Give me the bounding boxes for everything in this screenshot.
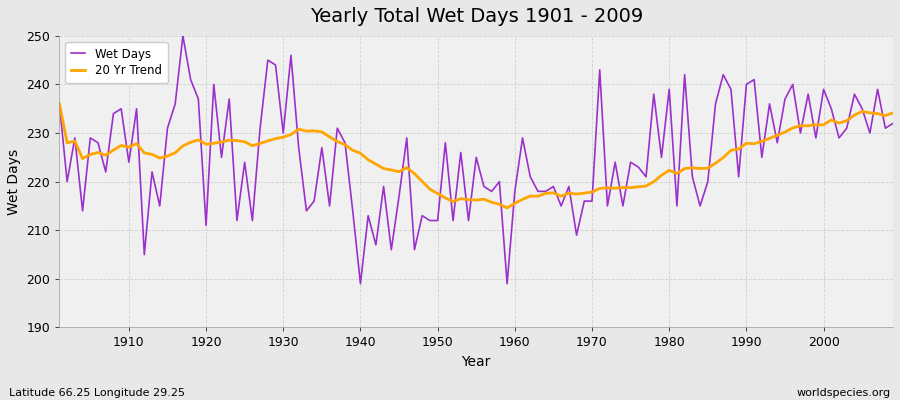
20 Yr Trend: [501, 206, 512, 210]
Wet Days: [518, 136, 528, 140]
20 Yr Trend: [518, 197, 528, 202]
Wet Days: [525, 174, 535, 179]
Y-axis label: Wet Days: Wet Days: [7, 148, 21, 215]
Wet Days: [887, 121, 898, 126]
Wet Days: [355, 281, 365, 286]
Line: Wet Days: Wet Days: [59, 36, 893, 284]
20 Yr Trend: [509, 201, 520, 206]
Title: Yearly Total Wet Days 1901 - 2009: Yearly Total Wet Days 1901 - 2009: [310, 7, 643, 26]
Wet Days: [293, 145, 304, 150]
20 Yr Trend: [887, 110, 898, 115]
Text: Latitude 66.25 Longitude 29.25: Latitude 66.25 Longitude 29.25: [9, 388, 185, 398]
20 Yr Trend: [116, 143, 127, 148]
Wet Days: [617, 204, 628, 208]
Wet Days: [116, 106, 127, 111]
Legend: Wet Days, 20 Yr Trend: Wet Days, 20 Yr Trend: [66, 42, 167, 83]
Wet Days: [54, 102, 65, 106]
Text: worldspecies.org: worldspecies.org: [796, 388, 891, 398]
Line: 20 Yr Trend: 20 Yr Trend: [59, 104, 893, 208]
20 Yr Trend: [285, 132, 296, 137]
20 Yr Trend: [54, 102, 65, 106]
Wet Days: [339, 140, 350, 145]
20 Yr Trend: [332, 139, 343, 144]
20 Yr Trend: [610, 186, 621, 191]
X-axis label: Year: Year: [462, 355, 490, 369]
Wet Days: [177, 34, 188, 38]
